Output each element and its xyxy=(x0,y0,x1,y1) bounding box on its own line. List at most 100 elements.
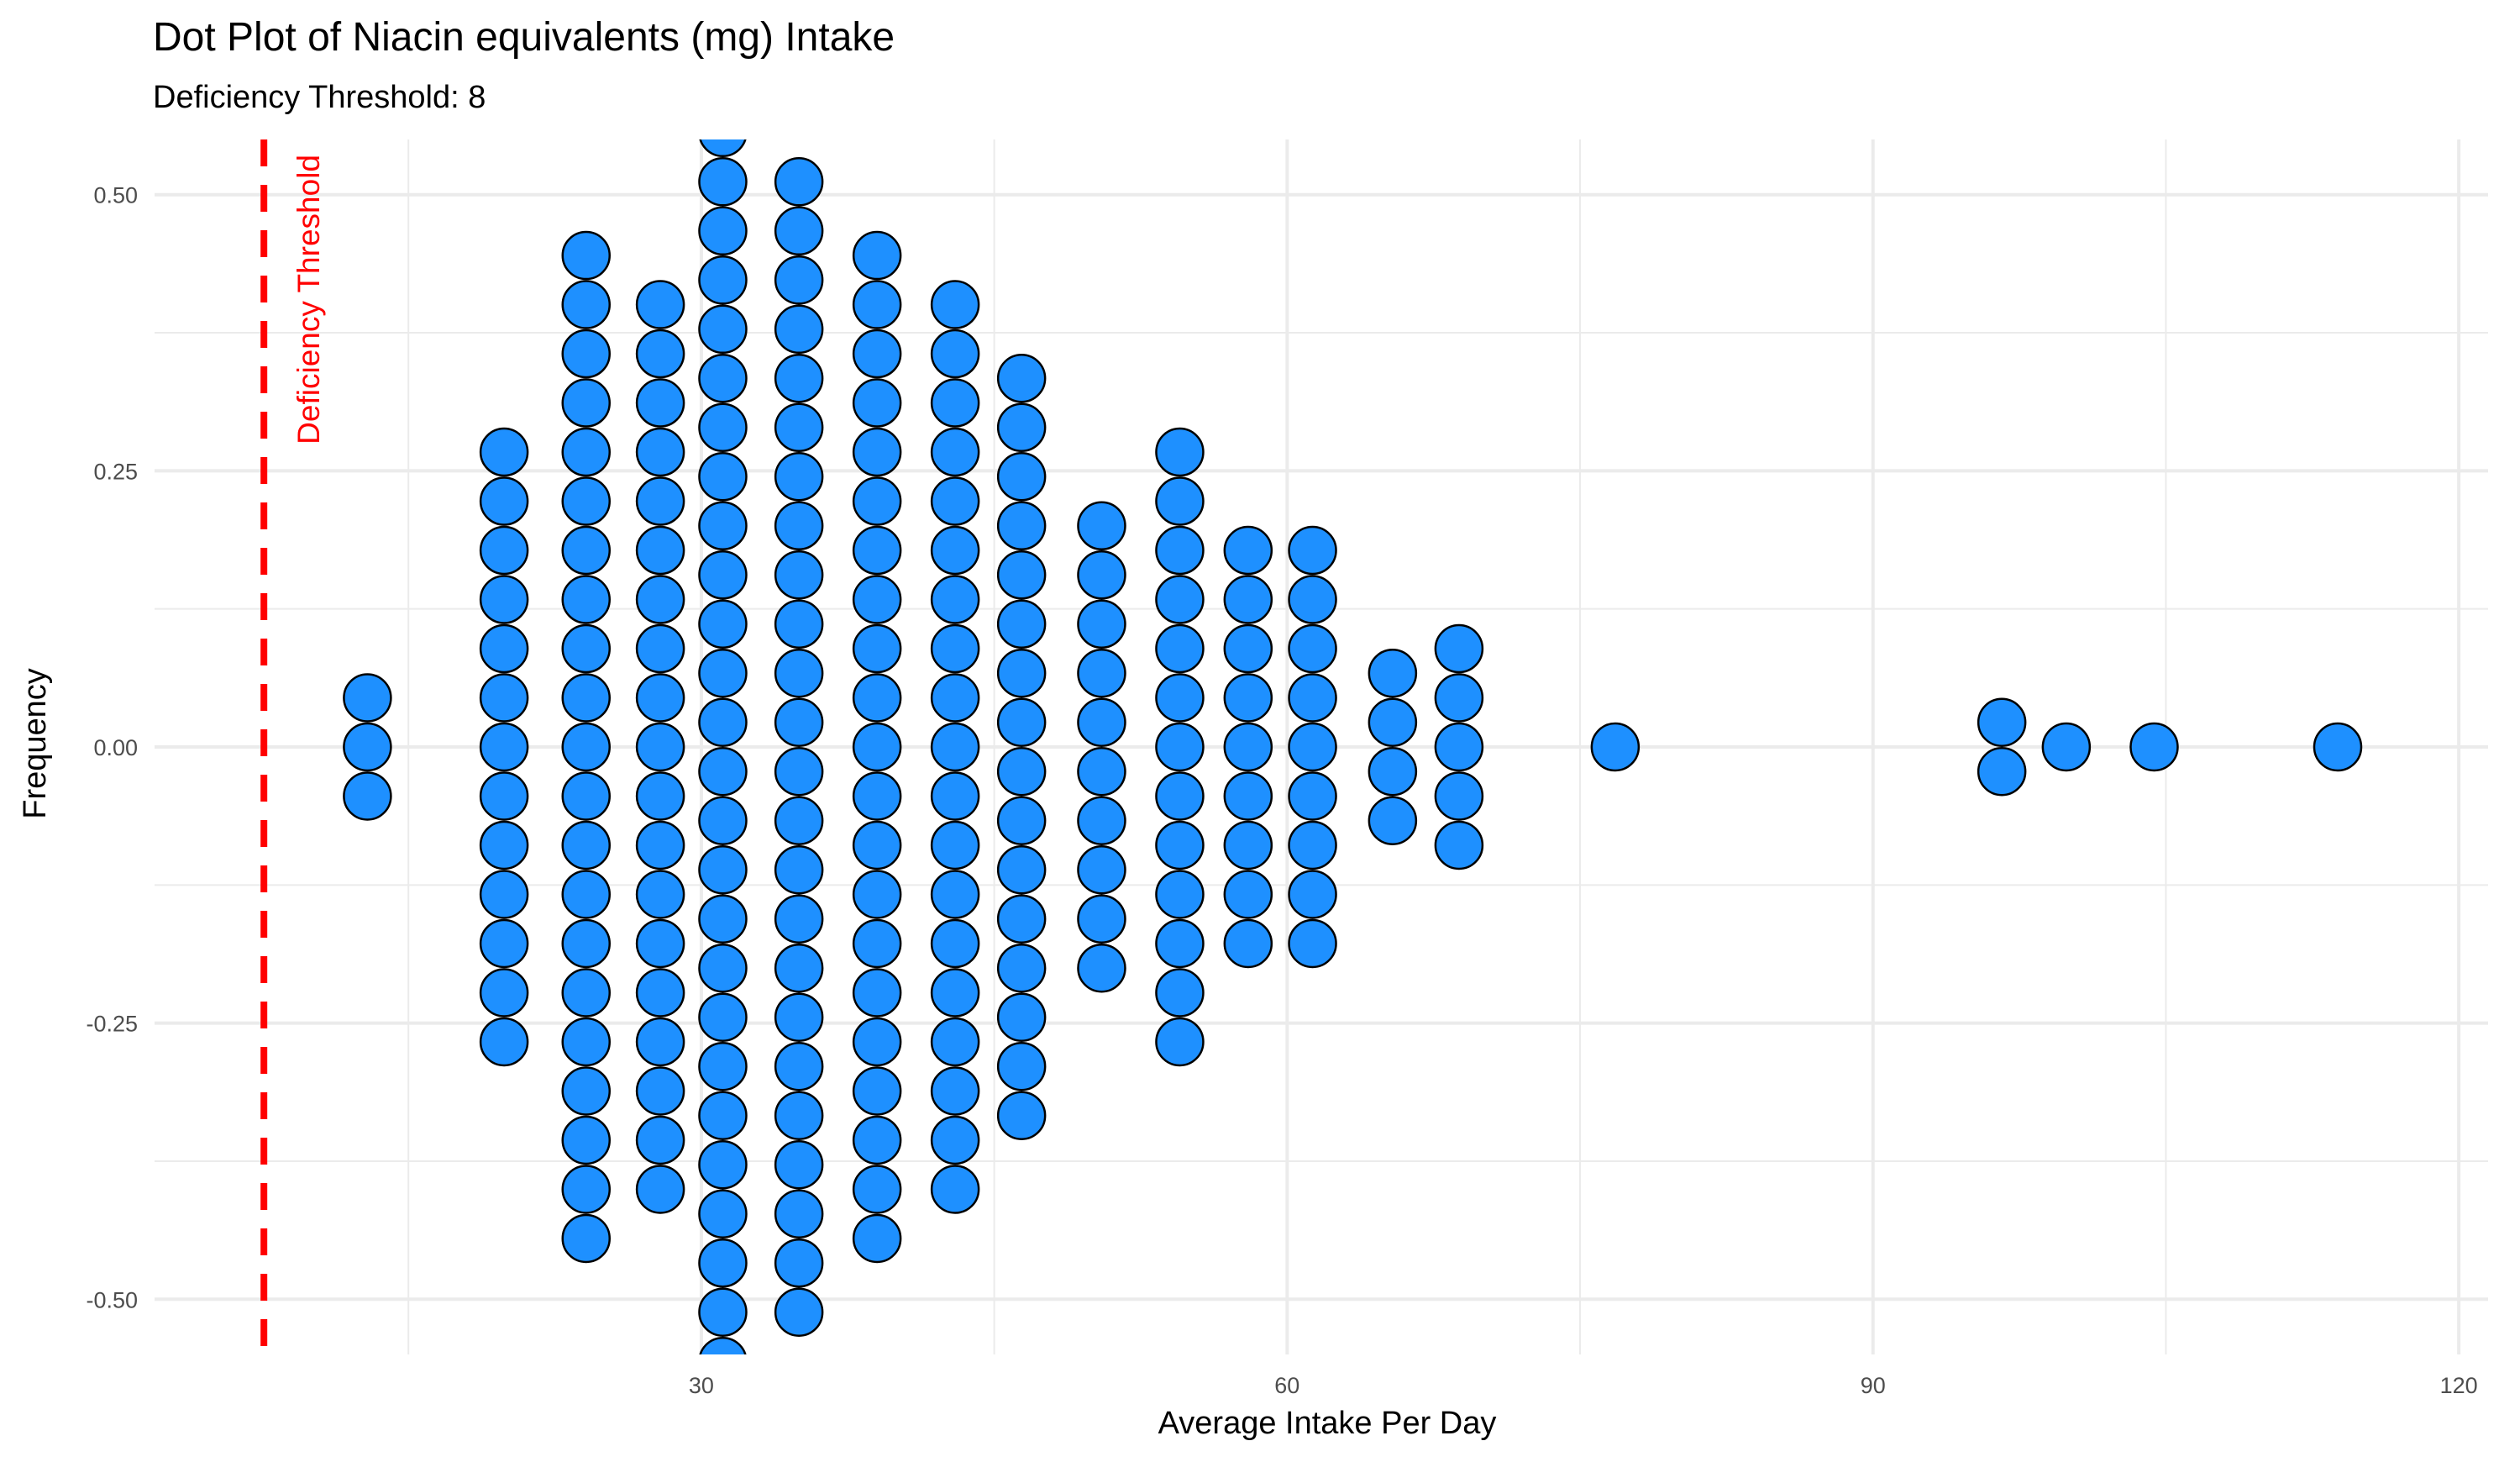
data-dot xyxy=(1288,623,1337,674)
data-dot xyxy=(774,255,824,305)
data-dot xyxy=(1155,968,1205,1018)
data-dot xyxy=(852,968,902,1018)
data-dot xyxy=(930,329,980,379)
data-dot xyxy=(930,525,980,576)
data-dot xyxy=(561,1066,612,1116)
data-dot xyxy=(635,918,685,969)
data-dot xyxy=(1368,796,1418,845)
data-dot xyxy=(1155,1017,1205,1067)
data-dot xyxy=(698,1238,748,1288)
data-dot xyxy=(774,1041,824,1091)
data-dot xyxy=(698,1041,748,1091)
data-dot xyxy=(479,525,529,576)
data-dot xyxy=(1155,476,1205,526)
x-axis-title: Average Intake Per Day xyxy=(1158,1406,1497,1441)
data-dot xyxy=(852,329,902,379)
data-dot xyxy=(1223,771,1273,821)
data-dot xyxy=(479,1017,529,1067)
data-dot xyxy=(635,378,685,428)
threshold-group: Deficiency Threshold xyxy=(260,139,326,1354)
data-dot xyxy=(930,476,980,526)
data-dot xyxy=(561,870,612,919)
data-dot xyxy=(930,820,980,870)
data-dot xyxy=(1223,673,1273,723)
data-dot xyxy=(698,402,748,453)
data-dot xyxy=(2041,722,2092,772)
data-dot xyxy=(774,1091,824,1140)
data-dot xyxy=(774,354,824,403)
data-dot xyxy=(561,1115,612,1165)
data-dot xyxy=(1155,575,1205,624)
x-tick-label: 120 xyxy=(2440,1373,2478,1398)
data-dot xyxy=(930,918,980,969)
x-tick-label: 60 xyxy=(1274,1373,1299,1398)
data-dot xyxy=(1155,771,1205,821)
data-dot xyxy=(774,157,824,207)
data-dot xyxy=(698,304,748,355)
data-dot xyxy=(561,722,612,772)
data-dot xyxy=(1434,771,1484,821)
data-dot xyxy=(930,427,980,477)
data-dot xyxy=(635,722,685,772)
y-tick-label: 0.50 xyxy=(93,183,138,208)
data-dot xyxy=(1077,501,1126,551)
data-dot xyxy=(852,771,902,821)
data-dot xyxy=(1223,820,1273,870)
data-dot xyxy=(996,894,1047,944)
data-dot xyxy=(561,968,612,1018)
x-tick-labels: 30 60 90 120 xyxy=(689,1373,2478,1398)
data-dot xyxy=(774,943,824,993)
data-dot xyxy=(635,820,685,870)
data-dot xyxy=(635,623,685,674)
dots-layer xyxy=(343,139,2363,1354)
data-dot xyxy=(1155,525,1205,576)
y-tick-label: 0.00 xyxy=(93,735,138,760)
data-dot xyxy=(635,1165,685,1214)
data-dot xyxy=(1288,918,1337,969)
data-dot xyxy=(1155,820,1205,870)
data-dot xyxy=(774,1139,824,1190)
data-dot xyxy=(774,697,824,748)
data-dot xyxy=(699,1336,747,1354)
data-dot xyxy=(774,1189,824,1238)
y-axis-title: Frequency xyxy=(18,668,53,819)
data-dot xyxy=(1223,918,1273,969)
data-dot xyxy=(635,427,685,477)
data-dot xyxy=(930,771,980,821)
data-dot xyxy=(561,280,612,329)
data-dot xyxy=(930,280,980,329)
data-dot xyxy=(698,1139,748,1190)
data-dot xyxy=(996,599,1047,649)
data-dot xyxy=(1288,870,1337,919)
data-dot xyxy=(699,139,747,158)
data-dot xyxy=(774,452,824,502)
data-dot xyxy=(561,575,612,624)
data-dot xyxy=(561,771,612,821)
data-dot xyxy=(774,402,824,453)
data-dot xyxy=(698,746,748,797)
data-dot xyxy=(930,1066,980,1116)
data-dot xyxy=(852,575,902,624)
data-dot xyxy=(561,820,612,870)
data-dot xyxy=(996,1091,1047,1140)
data-dot xyxy=(479,623,529,674)
data-dot xyxy=(2313,722,2363,772)
threshold-label: Deficiency Threshold xyxy=(291,155,326,444)
data-dot xyxy=(852,820,902,870)
data-dot xyxy=(1077,649,1126,698)
data-dot xyxy=(635,525,685,576)
data-dot xyxy=(930,1115,980,1165)
data-dot xyxy=(852,1066,902,1116)
data-dot xyxy=(996,746,1047,797)
data-dot xyxy=(930,722,980,772)
data-dot xyxy=(1434,673,1484,723)
data-dot xyxy=(930,1165,980,1214)
data-dot xyxy=(479,771,529,821)
data-dot xyxy=(852,525,902,576)
data-dot xyxy=(698,894,748,944)
data-dot xyxy=(1077,943,1126,993)
y-tick-label: -0.50 xyxy=(86,1287,138,1312)
data-dot xyxy=(996,943,1047,993)
data-dot xyxy=(1368,697,1418,748)
